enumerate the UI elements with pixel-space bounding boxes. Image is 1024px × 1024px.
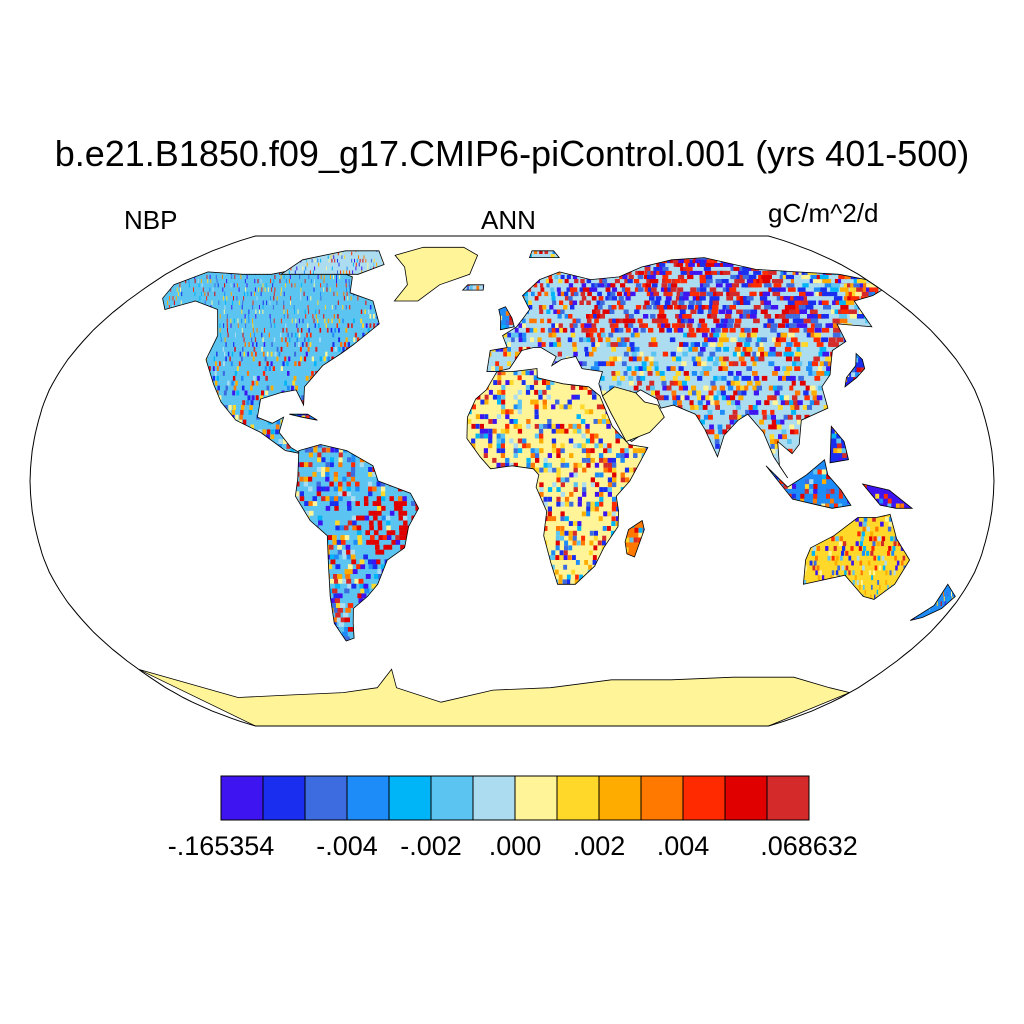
variable-label: NBP [124, 205, 178, 235]
land-arabia [602, 386, 665, 442]
colorbar-box-7 [514, 775, 558, 821]
colorbar-tick-4: .002 [572, 831, 626, 861]
map-boundary [29, 235, 995, 727]
land-new-zealand [910, 584, 956, 621]
land-layer [138, 246, 956, 726]
land-australia [803, 514, 910, 600]
colorbar-box-2 [304, 775, 348, 821]
land-antarctica [138, 669, 850, 726]
colorbar-box-8 [556, 775, 600, 821]
colorbar-tick-2: -.002 [400, 831, 462, 861]
colorbar [220, 775, 810, 821]
land-madagascar [625, 520, 645, 557]
land-greenland [394, 247, 478, 301]
land-south-america [295, 444, 419, 641]
season-label: ANN [481, 205, 536, 235]
colorbar-box-9 [598, 775, 642, 821]
colorbar-tick-5: .004 [656, 831, 710, 861]
land-philippines [830, 426, 849, 463]
map-content [138, 246, 956, 726]
colorbar-box-3 [346, 775, 390, 821]
units-label: gC/m^2/d [768, 198, 879, 228]
colorbar-tick-6: .068632 [760, 831, 858, 861]
colorbar-box-11 [682, 775, 726, 821]
colorbar-box-1 [262, 775, 306, 821]
colorbar-box-6 [472, 775, 516, 821]
colorbar-tick-1: -.004 [316, 831, 378, 861]
colorbar-box-10 [640, 775, 684, 821]
colorbar-box-13 [766, 775, 810, 821]
land-iceland [462, 284, 484, 291]
plot-title: b.e21.B1850.f09_g17.CMIP6-piControl.001 … [54, 133, 970, 174]
colorbar-box-5 [430, 775, 474, 821]
colorbar-box-4 [388, 775, 432, 821]
land-north-america [162, 267, 380, 454]
colorbar-tick-3: .000 [488, 831, 542, 861]
colorbar-tick-0: -.165354 [167, 831, 275, 861]
land-indonesia [766, 459, 851, 509]
colorbar-box-12 [724, 775, 768, 821]
colorbar-box-0 [220, 775, 264, 821]
